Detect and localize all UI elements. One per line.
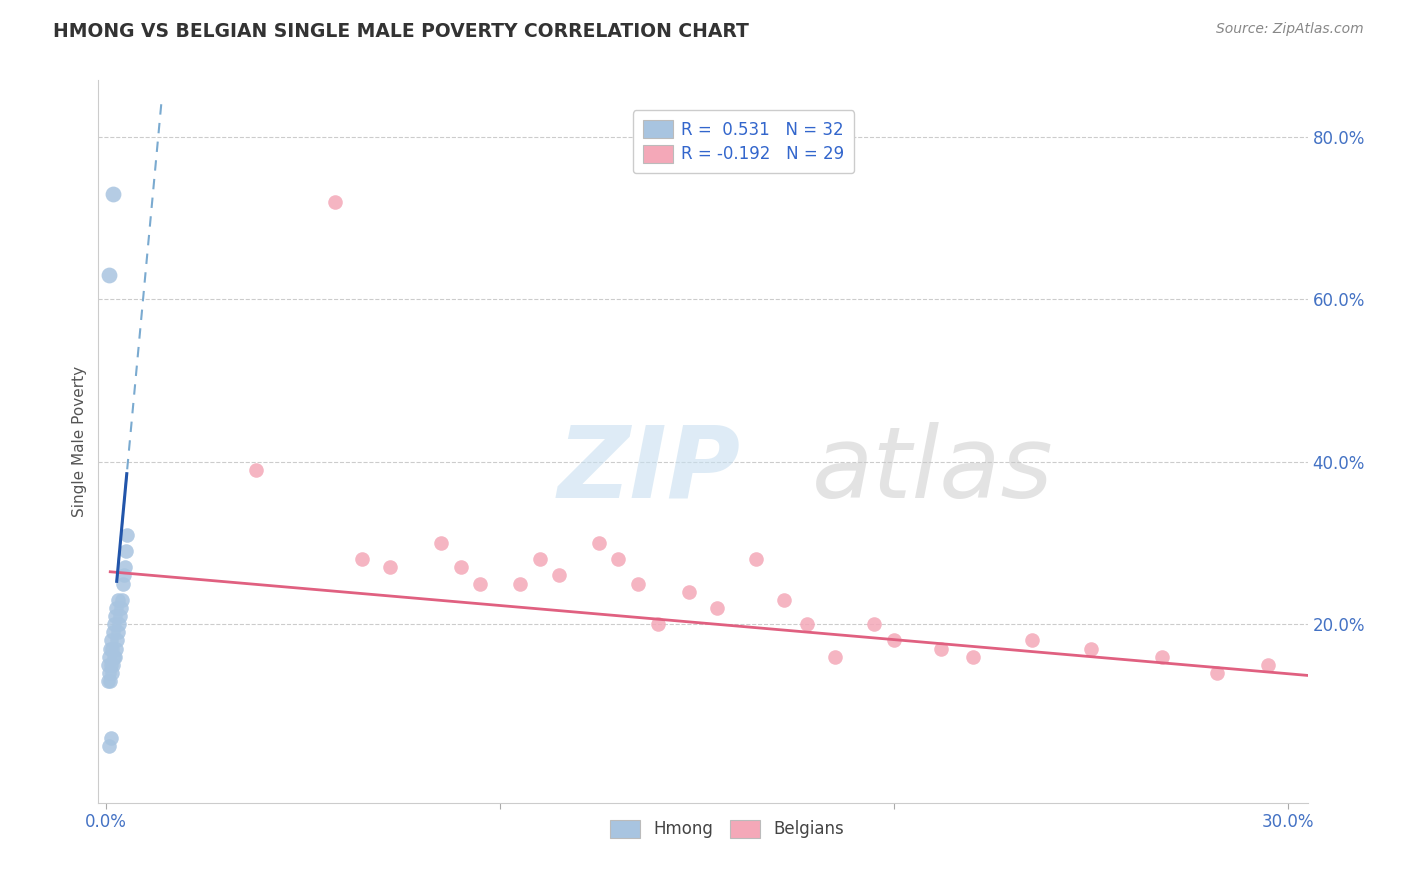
Point xyxy=(108,617,131,632)
Legend: Hmong, Belgians: Hmong, Belgians xyxy=(603,813,851,845)
Point xyxy=(103,186,125,201)
Point xyxy=(100,633,122,648)
Point xyxy=(103,657,125,672)
Point xyxy=(98,641,121,656)
Point xyxy=(98,268,121,282)
Point xyxy=(105,641,128,656)
Point xyxy=(1206,665,1229,680)
Point xyxy=(98,739,121,753)
Point xyxy=(101,641,124,656)
Point xyxy=(101,665,124,680)
Point xyxy=(745,552,768,566)
Point xyxy=(1257,657,1279,672)
Point xyxy=(98,665,121,680)
Point xyxy=(103,649,125,664)
Text: atlas: atlas xyxy=(811,422,1053,519)
Point xyxy=(824,649,846,664)
Point xyxy=(607,552,630,566)
Point xyxy=(97,657,120,672)
Point xyxy=(115,528,138,542)
Point xyxy=(430,536,453,550)
Text: ZIP: ZIP xyxy=(558,422,741,519)
Point xyxy=(548,568,571,582)
Point xyxy=(470,576,492,591)
Point xyxy=(772,592,794,607)
Point xyxy=(104,609,127,624)
Point xyxy=(103,625,125,640)
Point xyxy=(114,560,136,574)
Point xyxy=(104,649,127,664)
Point xyxy=(103,617,125,632)
Point xyxy=(647,617,669,632)
Point xyxy=(627,576,650,591)
Point xyxy=(112,568,135,582)
Point xyxy=(105,601,128,615)
Point xyxy=(929,641,952,656)
Point xyxy=(352,552,374,566)
Point xyxy=(100,731,122,745)
Point xyxy=(529,552,551,566)
Point xyxy=(323,195,346,210)
Point xyxy=(962,649,984,664)
Point xyxy=(98,649,121,664)
Point xyxy=(100,657,122,672)
Point xyxy=(588,536,610,550)
Point xyxy=(796,617,818,632)
Text: HMONG VS BELGIAN SINGLE MALE POVERTY CORRELATION CHART: HMONG VS BELGIAN SINGLE MALE POVERTY COR… xyxy=(53,22,749,41)
Point xyxy=(108,609,131,624)
Point xyxy=(450,560,472,574)
Point xyxy=(245,463,267,477)
Point xyxy=(111,592,134,607)
Point xyxy=(1021,633,1043,648)
Point xyxy=(1080,641,1102,656)
Point xyxy=(107,625,129,640)
Text: Source: ZipAtlas.com: Source: ZipAtlas.com xyxy=(1216,22,1364,37)
Point xyxy=(111,576,134,591)
Point xyxy=(97,673,120,688)
Point xyxy=(863,617,886,632)
Point xyxy=(107,592,129,607)
Point xyxy=(883,633,905,648)
Point xyxy=(378,560,401,574)
Point xyxy=(98,673,121,688)
Point xyxy=(105,633,128,648)
Point xyxy=(110,601,132,615)
Point xyxy=(509,576,531,591)
Point xyxy=(706,601,728,615)
Y-axis label: Single Male Poverty: Single Male Poverty xyxy=(72,366,87,517)
Point xyxy=(678,584,700,599)
Point xyxy=(1150,649,1173,664)
Point xyxy=(115,544,138,558)
